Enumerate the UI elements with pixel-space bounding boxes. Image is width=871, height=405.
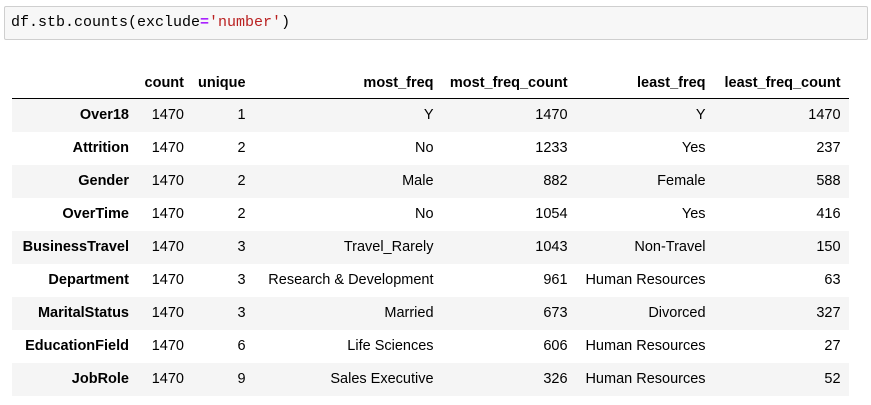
code-operator: = [200,14,210,31]
table-row: JobRole 1470 9 Sales Executive 326 Human Reso… [12,362,849,396]
table-cell: Human Resources [585,338,706,354]
row-index-label: Department [48,272,129,288]
table-row: Over18 1470 1 Y 1470 Y 1470 [12,98,849,132]
table-cell: 3 [237,239,246,255]
table-row: Department 1470 3 Research & Development 961… [12,263,849,297]
table-cell: Yes [681,206,706,222]
table-cell: 882 [543,173,568,189]
table-cell: Sales Executive [330,371,434,387]
table-row: OverTime 1470 2 No 1054 Yes 416 [12,197,849,231]
table-cell: Non-Travel [634,239,706,255]
table-cell: 6 [237,338,246,354]
row-index-label: Gender [78,173,129,189]
table-cell: 3 [237,272,246,288]
table-cell: 1470 [151,173,184,189]
code-string-literal: 'number' [209,14,282,31]
table-header-row: count unique most_freq most_freq_count least… [12,67,849,99]
code-text: df.stb.counts(exclude [11,14,201,31]
table-cell: 1470 [151,338,184,354]
table-cell: 237 [816,140,841,156]
column-header-4: least_freq [575,67,714,99]
table-cell: 2 [237,140,246,156]
table-cell: Y [423,107,434,124]
table-row: EducationField 1470 6 Life Sciences 606 Human… [12,329,849,363]
table-cell: 1470 [535,107,568,124]
table-cell: 1043 [535,239,568,255]
table-cell: 1 [237,107,246,124]
table-cell: Female [657,173,706,189]
column-header-5: least_freq_count [713,67,849,99]
table-cell: 27 [824,338,841,354]
table-cell: 1233 [535,140,568,156]
table-cell: Human Resources [585,272,706,288]
dataframe-table: count unique most_freq most_freq_count least… [12,67,849,396]
table-cell: 2 [237,173,246,189]
table-cell: 63 [824,272,841,288]
table-cell: 1470 [151,371,184,387]
table-cell: 416 [816,206,841,222]
table-cell: 588 [816,173,841,189]
table-cell: Male [402,173,434,189]
row-index-label: EducationField [25,338,129,354]
table-cell: 1470 [808,107,841,124]
table-cell: 9 [237,371,246,387]
table-cell: 961 [543,272,568,288]
row-index-label: JobRole [71,371,129,387]
table-row: Attrition 1470 2 No 1233 Yes 237 [12,131,849,165]
table-row: Gender 1470 2 Male 882 Female 588 [12,164,849,198]
row-index-label: BusinessTravel [22,239,129,255]
table-cell: 150 [816,239,841,255]
table-cell: Human Resources [585,371,706,387]
table-cell: 1470 [151,305,184,321]
index-header [12,67,137,99]
table-cell: Research & Development [268,272,434,288]
code-text-end: ) [281,14,291,31]
table-cell: 1470 [151,206,184,222]
table-cell: 326 [543,371,568,387]
table-cell: No [414,140,434,156]
column-header-0: count [137,67,192,99]
row-index-label: Attrition [72,140,129,156]
column-header-2: most_freq [253,67,442,99]
table-cell: Travel_Rarely [343,239,434,255]
cell-output: count unique most_freq most_freq_count least… [12,67,849,396]
table-cell: 1470 [151,140,184,156]
row-index-label: Over18 [79,107,129,124]
table-cell: Y [695,107,706,124]
table-cell: 52 [824,371,841,387]
row-index-label: OverTime [62,206,129,222]
table-row: BusinessTravel 1470 3 Travel_Rarely 1043 Non-… [12,230,849,264]
table-row: MaritalStatus 1470 3 Married 673 Divorced 327 [12,296,849,330]
row-index-label: MaritalStatus [37,305,129,321]
table-cell: 1054 [535,206,568,222]
table-cell: 3 [237,305,246,321]
table-cell: No [414,206,434,222]
table-cell: 2 [237,206,246,222]
table-cell: 327 [816,305,841,321]
table-cell: 1470 [151,107,184,124]
table-cell: 1470 [151,272,184,288]
column-header-1: unique [192,67,254,99]
table-cell: 606 [543,338,568,354]
table-cell: Married [384,305,434,321]
table-cell: 1470 [151,239,184,255]
table-cell: 673 [543,305,568,321]
table-cell: Yes [681,140,706,156]
column-header-3: most_freq_count [441,67,576,99]
code-cell-input[interactable]: df.stb.counts(exclude='number') [4,6,868,40]
table-cell: Divorced [648,305,706,321]
table-cell: Life Sciences [347,338,434,354]
table-body: Over18 1470 1 Y 1470 Y 1470 Attrition 1470 2 No 123… [12,98,849,396]
